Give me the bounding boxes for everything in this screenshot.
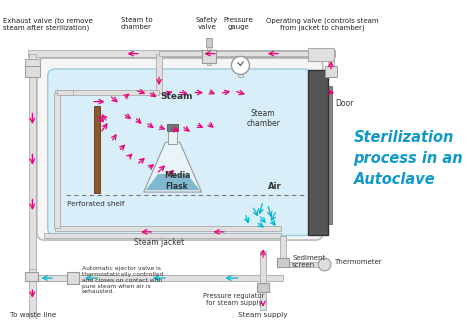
Bar bbox=[159, 51, 336, 56]
Text: Steam to
chamber: Steam to chamber bbox=[120, 17, 152, 30]
Text: Exhaust valve (to remove
steam after sterilization): Exhaust valve (to remove steam after ste… bbox=[2, 17, 92, 31]
Bar bbox=[94, 106, 100, 193]
Bar bbox=[260, 251, 266, 285]
Bar bbox=[25, 66, 40, 77]
Bar bbox=[54, 92, 60, 228]
Bar bbox=[308, 48, 334, 61]
Text: Steam supply: Steam supply bbox=[238, 312, 288, 318]
Bar bbox=[156, 54, 162, 92]
Bar bbox=[201, 50, 216, 63]
Circle shape bbox=[318, 258, 331, 271]
Bar bbox=[67, 272, 80, 284]
Bar bbox=[257, 282, 269, 291]
Bar bbox=[325, 66, 337, 77]
Polygon shape bbox=[144, 142, 201, 192]
Text: Automatic ejector valve is
thermostatically controlled
and closes on contact wit: Automatic ejector valve is thermostatica… bbox=[82, 266, 164, 294]
FancyBboxPatch shape bbox=[37, 58, 323, 240]
Text: Steam jacket: Steam jacket bbox=[134, 239, 184, 248]
Bar bbox=[55, 90, 159, 95]
Text: Operating valve (controls steam
from jacket to chamber): Operating valve (controls steam from jac… bbox=[265, 17, 378, 31]
Bar bbox=[29, 269, 36, 319]
Bar bbox=[167, 124, 178, 131]
Text: Thermometer: Thermometer bbox=[334, 259, 381, 265]
Text: Pressure
gauge: Pressure gauge bbox=[224, 17, 254, 30]
Bar bbox=[280, 236, 286, 260]
FancyBboxPatch shape bbox=[48, 69, 311, 236]
Text: Steam
chamber: Steam chamber bbox=[246, 109, 280, 128]
Bar bbox=[57, 90, 73, 95]
Text: Perforated shelf: Perforated shelf bbox=[67, 201, 124, 207]
Bar bbox=[277, 258, 289, 267]
Bar bbox=[308, 70, 328, 234]
Text: Sterilization
process in an
Autoclave: Sterilization process in an Autoclave bbox=[354, 130, 463, 187]
Bar bbox=[168, 129, 177, 144]
Bar bbox=[29, 54, 36, 269]
Text: Steam: Steam bbox=[161, 92, 193, 101]
Circle shape bbox=[231, 56, 249, 74]
Bar bbox=[328, 54, 334, 77]
Bar bbox=[260, 291, 266, 310]
Bar bbox=[328, 86, 332, 224]
Text: Sediment
screen: Sediment screen bbox=[292, 255, 325, 268]
Bar bbox=[238, 54, 243, 77]
Bar bbox=[55, 225, 281, 231]
Text: Media
Flask: Media Flask bbox=[164, 171, 190, 191]
Bar bbox=[206, 38, 211, 47]
Bar bbox=[28, 51, 336, 57]
Bar bbox=[283, 262, 327, 267]
Text: To waste line: To waste line bbox=[10, 313, 56, 318]
Text: Door: Door bbox=[336, 99, 354, 108]
Bar bbox=[25, 59, 40, 68]
Bar bbox=[207, 38, 211, 65]
Text: Pressure regulator
for steam supply: Pressure regulator for steam supply bbox=[203, 293, 265, 307]
Bar bbox=[44, 233, 281, 238]
Bar bbox=[32, 275, 73, 281]
Bar bbox=[37, 275, 283, 281]
Text: Safety
valve: Safety valve bbox=[196, 17, 218, 30]
Text: Air: Air bbox=[268, 182, 282, 191]
Polygon shape bbox=[146, 174, 200, 190]
Bar bbox=[25, 272, 38, 281]
